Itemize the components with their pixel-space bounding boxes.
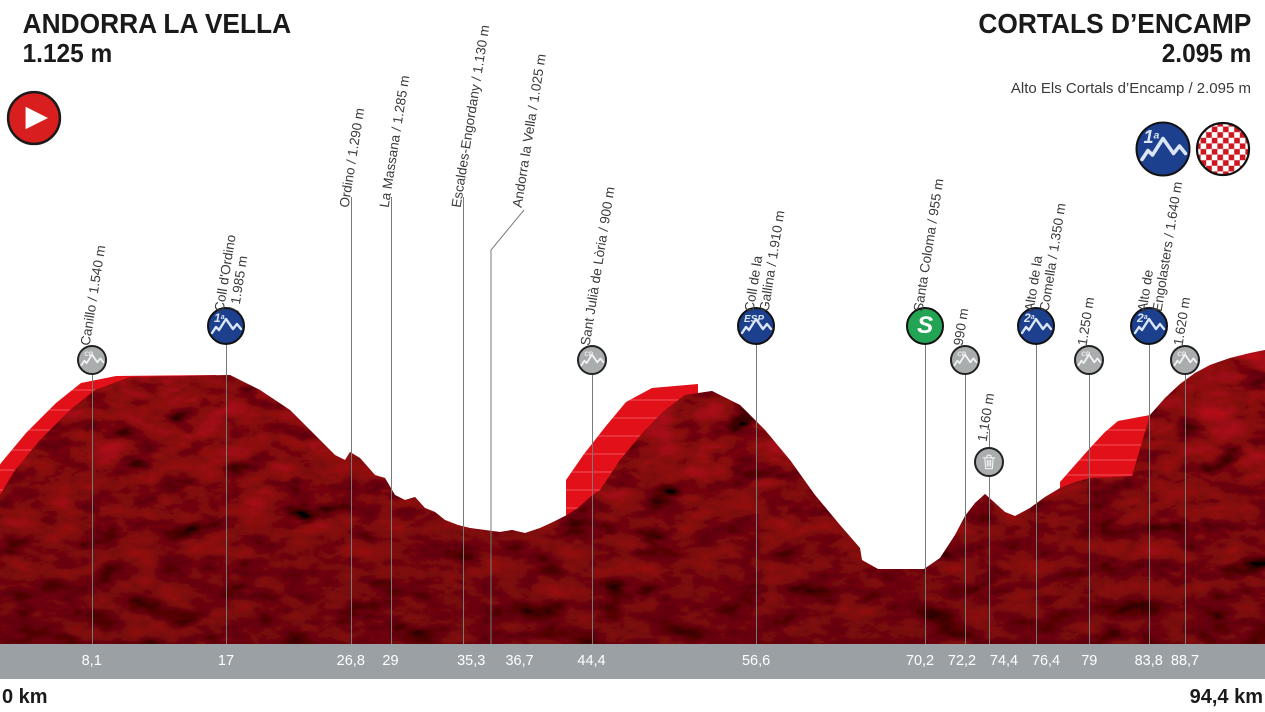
svg-text:CP: CP — [584, 351, 593, 358]
svg-text:ESP: ESP — [744, 314, 764, 325]
svg-text:CP: CP — [1177, 351, 1186, 358]
svg-text:1a: 1a — [1144, 127, 1160, 147]
svg-text:CP: CP — [84, 351, 93, 358]
svg-text:CP: CP — [1082, 351, 1091, 358]
svg-text:CP: CP — [958, 351, 967, 358]
